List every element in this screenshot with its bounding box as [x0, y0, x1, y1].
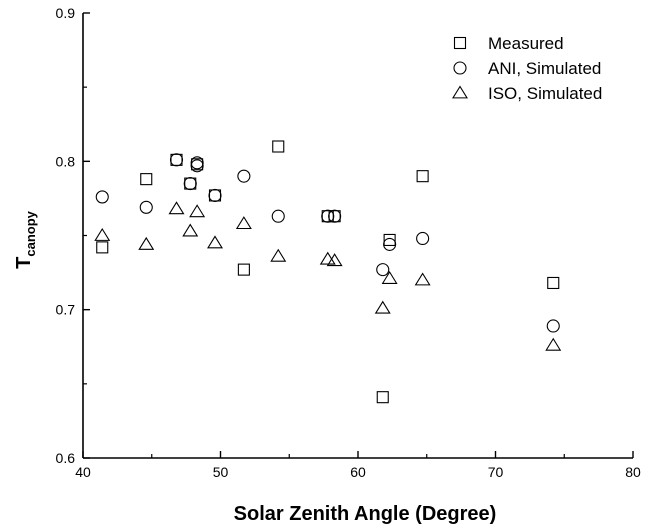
square-point [237, 263, 250, 276]
triangle-point [94, 227, 111, 241]
square-point [96, 241, 109, 254]
circle-point [139, 200, 153, 214]
series-triangle [94, 201, 562, 351]
legend-label: ISO, Simulated [488, 84, 602, 103]
circle-point [190, 159, 204, 173]
circle-point [190, 156, 204, 170]
square-point [328, 210, 341, 223]
y-tick-label: 0.9 [56, 5, 76, 21]
triangle-point [319, 251, 336, 265]
triangle-point [270, 248, 287, 262]
square-point [321, 210, 334, 223]
square-point [376, 391, 389, 404]
triangle-point [138, 236, 155, 250]
legend-label: ANI, Simulated [488, 59, 601, 78]
legend: Measured ANI, Simulated ISO, Simulated [452, 34, 602, 103]
triangle-point [381, 270, 398, 284]
triangle-point [182, 223, 199, 237]
circle-point [321, 209, 335, 223]
square-point [170, 153, 183, 166]
triangle-point [374, 300, 391, 314]
square-point [191, 158, 204, 171]
triangle-point [168, 201, 185, 215]
triangle-point [545, 337, 562, 351]
square-point [208, 189, 222, 202]
square-point [184, 177, 197, 190]
series-square [96, 140, 560, 404]
square-point [547, 276, 560, 290]
x-tick-label: 80 [625, 464, 641, 480]
legend-label: Measured [488, 34, 564, 53]
circle-point [383, 237, 397, 251]
legend-marker-circle [453, 61, 467, 75]
axes: 40 50 60 70 80 0.6 0.7 0.8 0.9 [56, 5, 641, 480]
x-axis-title: Solar Zenith Angle (Degree) [234, 503, 497, 525]
series-circle [95, 153, 560, 333]
triangle-point [326, 253, 343, 267]
circle-point [271, 209, 285, 223]
y-axis-title-sub: canopy [23, 210, 38, 256]
y-tick-label: 0.6 [56, 450, 76, 466]
triangle-point [414, 272, 431, 286]
triangle-point [207, 235, 223, 249]
square-point [272, 140, 285, 153]
circle-point [416, 231, 430, 246]
x-tick-label: 40 [75, 464, 91, 480]
square-point [416, 170, 429, 183]
y-tick-label: 0.7 [56, 302, 76, 318]
data-marks [94, 140, 562, 404]
circle-point [95, 190, 109, 204]
circle-point [237, 169, 251, 183]
legend-marker-square [453, 36, 467, 50]
circle-point [376, 263, 390, 277]
triangle-point [189, 204, 206, 218]
square-point [140, 173, 153, 186]
square-point [383, 233, 396, 246]
x-tick-label: 70 [488, 464, 504, 480]
x-tick-label: 50 [213, 464, 229, 480]
circle-point [546, 319, 560, 333]
circle-point [169, 153, 184, 167]
x-tick-label: 60 [350, 464, 366, 480]
y-axis-title: Tcanopy [13, 210, 38, 269]
circle-point [208, 188, 222, 202]
circle-point [183, 177, 197, 191]
legend-marker-triangle [452, 85, 468, 99]
triangle-point [235, 216, 252, 230]
y-tick-label: 0.8 [56, 153, 76, 169]
y-axis-title-main: T [13, 257, 35, 269]
circle-point [328, 209, 342, 223]
